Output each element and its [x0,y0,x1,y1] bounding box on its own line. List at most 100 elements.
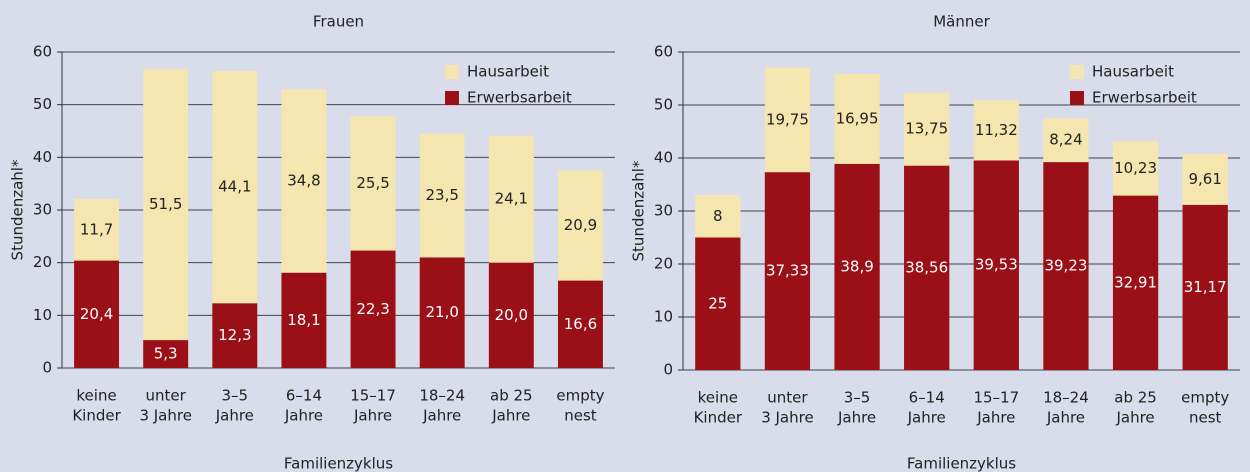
bar-segment [834,73,880,164]
x-tick-label: Jahre [284,407,323,425]
x-tick-label: Jahre [422,407,461,425]
bar-segment [350,250,396,368]
x-tick-label: Jahre [1046,409,1085,427]
x-tick-label: 6–14 [286,387,322,405]
y-tick-label: 10 [654,308,673,326]
value-label: 11,32 [975,121,1018,139]
y-tick-label: 20 [33,253,52,271]
y-tick-label: 10 [33,306,52,324]
bar-segment [764,67,811,173]
x-tick-label: Kinder [694,409,743,427]
value-label: 38,56 [905,258,948,276]
bar-segment [419,257,465,368]
value-label: 19,75 [766,110,809,128]
legend-label: Erwerbsarbeit [467,89,572,107]
x-tick-label: 3 Jahre [761,409,814,427]
y-tick-label: 30 [33,201,52,219]
bar-segment [74,260,120,368]
bar-segment [212,303,258,368]
x-tick-label: 3–5 [222,387,249,405]
bar-segment [143,340,189,368]
y-tick-label: 0 [42,359,52,377]
x-axis-title: Familienzyklus [907,455,1016,472]
bar-segment [904,165,950,370]
bar-segment [419,133,465,258]
value-label: 51,5 [149,195,182,213]
y-tick-label: 40 [33,148,52,166]
y-tick-label: 40 [654,149,673,167]
bar-segment [488,135,534,263]
x-tick-label: Kinder [72,407,121,425]
y-tick-label: 20 [654,255,673,273]
bar-segment [1182,204,1228,370]
value-label: 25,5 [356,174,389,192]
bar-segment [695,237,741,370]
bar-segment [557,280,603,368]
x-tick-label: ab 25 [1114,389,1157,407]
bar-segment [1112,195,1159,370]
value-label: 12,3 [218,326,251,344]
bar-segment [1043,118,1089,163]
value-label: 34,8 [287,172,320,190]
value-label: 8,24 [1049,131,1082,149]
value-label: 23,5 [425,186,458,204]
x-tick-label: nest [1189,409,1222,427]
x-axis-title: Familienzyklus [284,455,393,472]
y-tick-label: 60 [33,43,52,61]
bar-segment [764,172,811,370]
legend-label: Erwerbsarbeit [1092,89,1197,107]
bar-segment [1043,162,1089,370]
bar-segment [695,195,741,238]
value-label: 18,1 [287,311,320,329]
x-tick-label: nest [564,407,597,425]
x-tick-label: unter [146,387,187,405]
value-label: 38,9 [840,257,873,275]
bar-segment [973,160,1019,370]
y-tick-label: 50 [654,96,673,114]
legend-swatch [1070,65,1084,79]
x-tick-label: Jahre [837,409,876,427]
value-label: 20,0 [495,306,528,324]
value-label: 31,17 [1184,278,1227,296]
bar-segment [143,68,189,341]
value-label: 22,3 [356,300,389,318]
value-label: 25 [708,294,727,312]
x-tick-label: empty [1181,389,1229,407]
value-label: 16,95 [836,109,879,127]
value-label: 39,23 [1044,257,1087,275]
x-tick-label: 3 Jahre [139,407,192,425]
bar-segment [973,100,1019,161]
value-label: 9,61 [1188,170,1221,188]
value-label: 13,75 [905,120,948,138]
x-tick-label: empty [556,387,604,405]
x-tick-label: Jahre [353,407,392,425]
legend-swatch [1070,91,1084,105]
x-tick-label: 3–5 [844,389,871,407]
value-label: 11,7 [80,220,113,238]
x-tick-label: ab 25 [490,387,533,405]
y-tick-label: 30 [654,202,673,220]
x-tick-label: Jahre [976,409,1015,427]
bar-segment [557,170,603,281]
chart-title: Männer [933,13,990,31]
bar-segment [1112,141,1159,196]
x-tick-label: 18–24 [1043,389,1089,407]
legend-label: Hausarbeit [1092,63,1174,81]
bar-segment [281,89,327,273]
value-label: 44,1 [218,178,251,196]
y-tick-label: 50 [33,95,52,113]
y-tick-label: 60 [654,43,673,61]
value-label: 16,6 [564,315,597,333]
chart-title: Frauen [313,13,364,31]
x-tick-label: Jahre [1115,409,1154,427]
legend-label: Hausarbeit [467,63,549,81]
x-tick-label: keine [76,387,116,405]
bar-segment [212,70,258,304]
x-tick-label: unter [767,389,808,407]
x-tick-label: Jahre [907,409,946,427]
y-axis-title: Stundenzahl* [9,159,27,260]
y-tick-label: 0 [663,361,673,379]
bar-segment [904,92,950,166]
